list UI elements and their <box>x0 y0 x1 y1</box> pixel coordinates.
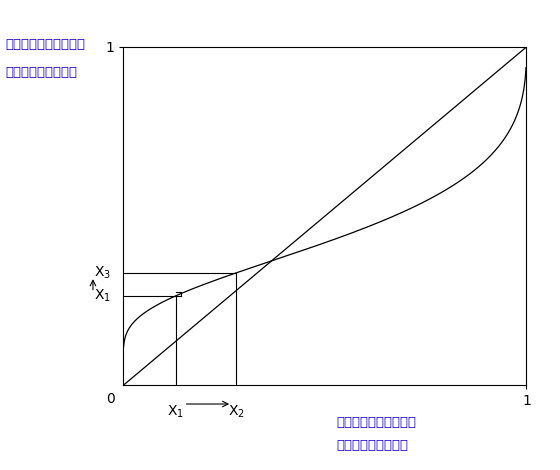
Text: $\mathregular{X_1}$: $\mathregular{X_1}$ <box>94 288 111 304</box>
Text: 0: 0 <box>106 392 115 406</box>
Text: $\mathregular{X_1}$: $\mathregular{X_1}$ <box>167 404 184 420</box>
Text: ネガティブな出来事に: ネガティブな出来事に <box>6 38 86 51</box>
Text: $\mathregular{X_2}$: $\mathregular{X_2}$ <box>228 404 245 420</box>
Text: ネガティブな出来事に: ネガティブな出来事に <box>336 416 416 429</box>
Text: ついての主視的確率: ついての主視的確率 <box>6 66 78 79</box>
Text: $\mathregular{X_3}$: $\mathregular{X_3}$ <box>94 265 111 281</box>
Text: ついての客観的確率: ついての客観的確率 <box>336 439 408 453</box>
